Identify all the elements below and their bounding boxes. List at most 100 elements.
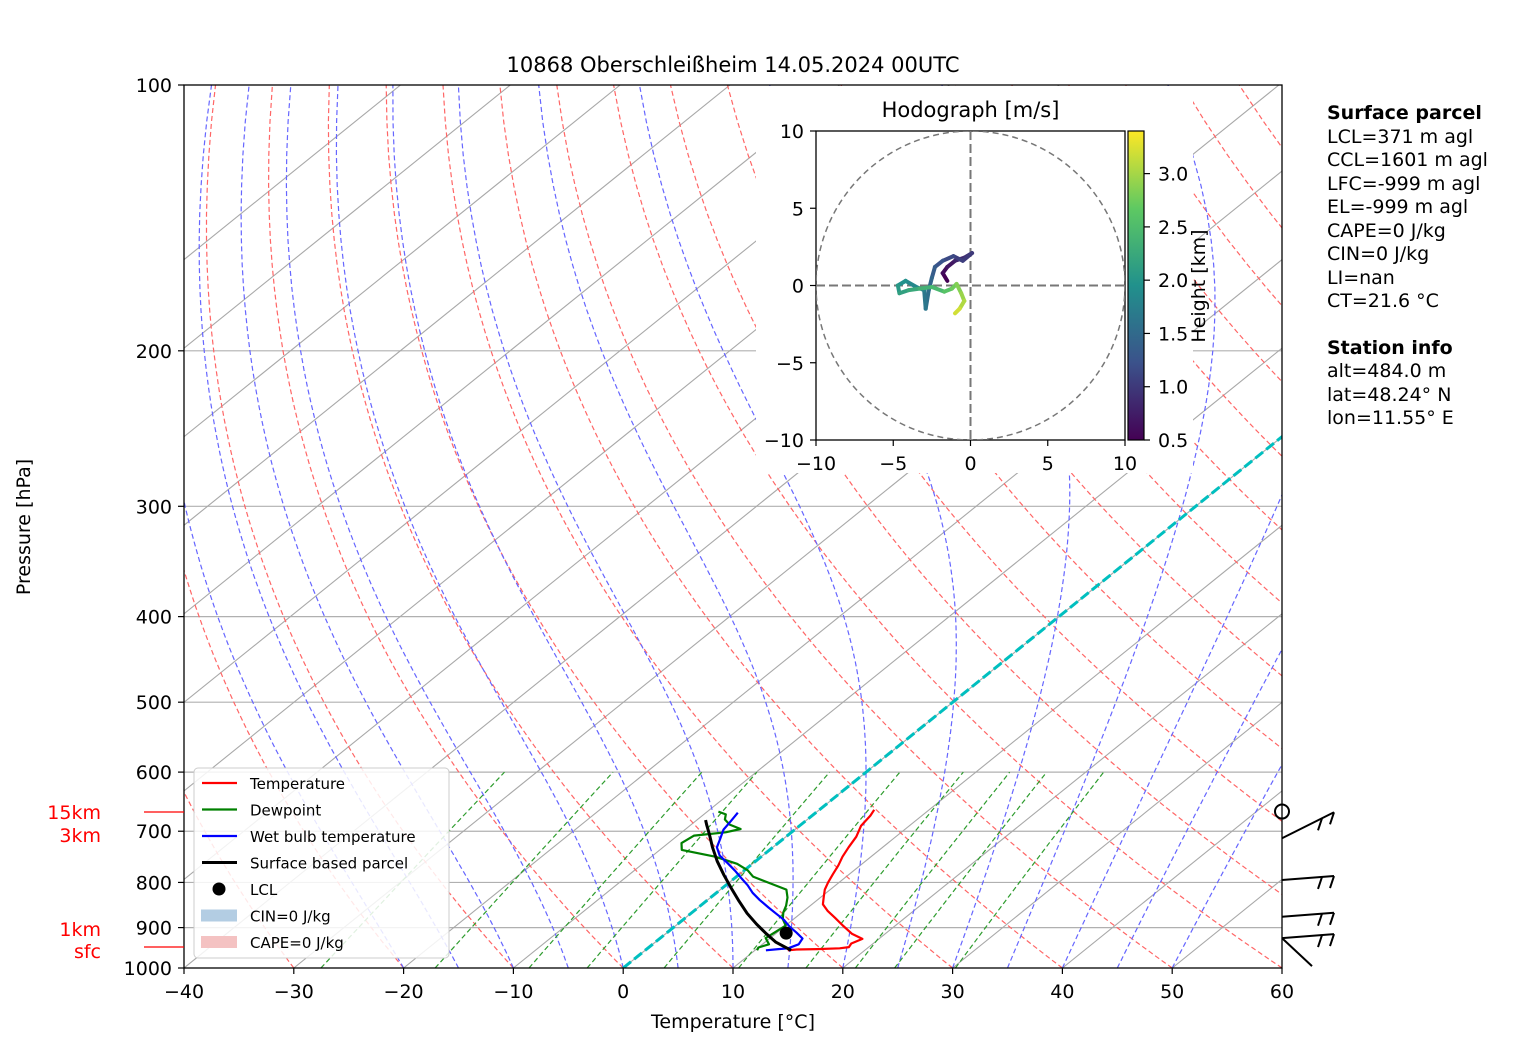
legend-label: CIN=0 J/kg — [250, 908, 331, 926]
hodograph-segment — [953, 306, 962, 316]
lcl-marker — [779, 926, 793, 940]
moist-adiabat-line — [1116, 647, 1282, 968]
dry-adiabat-line — [613, 85, 1282, 968]
x-tick-label: 40 — [1050, 981, 1074, 1003]
isotherm-line — [403, 258, 1282, 968]
hodograph-y-tick-label: 10 — [780, 121, 804, 143]
station-info-lon: lon=11.55° E — [1327, 407, 1454, 429]
legend-label: LCL — [250, 881, 278, 899]
y-tick-label: 400 — [136, 607, 172, 629]
dry-adiabat-line — [205, 85, 514, 968]
hodograph-y-tick-label: 0 — [792, 276, 804, 298]
height-label: 3km — [59, 825, 101, 847]
y-tick-label: 600 — [136, 762, 172, 784]
x-tick-label: −20 — [384, 981, 424, 1003]
moist-adiabat-line — [1061, 493, 1282, 968]
moist-adiabat-line — [335, 85, 624, 968]
x-tick-label: −40 — [164, 981, 204, 1003]
x-axis-label: Temperature [°C] — [650, 1011, 815, 1033]
legend-label: Wet bulb temperature — [250, 828, 416, 846]
y-tick-label: 100 — [136, 75, 172, 97]
mixing-ratio-line — [805, 771, 964, 968]
surface-parcel-cin: CIN=0 J/kg — [1327, 243, 1430, 265]
legend-label: Dewpoint — [250, 802, 321, 820]
hodograph-y-tick-label: −10 — [764, 430, 804, 452]
surface-parcel-header: Surface parcel — [1327, 102, 1482, 124]
wind-barb — [1281, 875, 1335, 890]
colorbar-tick-label: 1.5 — [1158, 323, 1188, 345]
series-temperature — [787, 809, 876, 952]
x-tick-label: 0 — [617, 981, 629, 1003]
hodograph-segment — [960, 251, 975, 263]
dry-adiabat-line — [556, 85, 1173, 968]
wind-barb — [1281, 811, 1335, 840]
surface-parcel-cape: CAPE=0 J/kg — [1327, 219, 1446, 242]
hodograph-segment — [903, 278, 919, 290]
surface-parcel-lfc: LFC=-999 m agl — [1327, 172, 1481, 195]
mixing-ratio-line — [894, 771, 1048, 968]
mixing-ratio-line — [854, 771, 1011, 968]
isotherm-line — [1062, 790, 1282, 968]
isotherm-line — [513, 347, 1282, 968]
hodograph-y-tick-label: −5 — [776, 353, 804, 375]
wind-barb — [1281, 933, 1335, 948]
hodograph-frame — [815, 130, 1126, 441]
moist-adiabat-line — [198, 85, 460, 968]
y-tick-label: 200 — [136, 341, 172, 363]
colorbar-label: Height [km] — [1188, 229, 1210, 342]
y-tick-label: 1000 — [124, 958, 172, 980]
colorbar-tick-label: 3.0 — [1158, 164, 1188, 186]
hodograph-y-tick-label: 5 — [792, 198, 804, 220]
isotherm-line — [293, 170, 1282, 968]
wind-barb — [1281, 911, 1335, 927]
hodograph-segment — [929, 285, 947, 294]
isotherm-line — [952, 701, 1282, 968]
mixing-ratio-line — [586, 771, 758, 968]
height-label: 1km — [59, 919, 101, 941]
isotherm-line — [842, 613, 1282, 968]
series-wet-bulb-temperature — [715, 811, 804, 952]
hodograph-x-tick-label: 10 — [1113, 453, 1137, 475]
colorbar-tick-label: 0.5 — [1158, 430, 1188, 452]
hodograph-x-tick-label: −5 — [879, 453, 907, 475]
x-tick-label: 10 — [721, 981, 745, 1003]
isotherm-line — [184, 85, 731, 526]
moist-adiabat-line — [392, 85, 679, 968]
hodograph-title: Hodograph [m/s] — [882, 98, 1060, 122]
hodograph-segment — [917, 285, 934, 291]
hodograph-x-tick-label: 5 — [1042, 453, 1054, 475]
hodograph-x-tick-label: −10 — [796, 453, 836, 475]
x-tick-label: 30 — [941, 981, 965, 1003]
y-tick-label: 700 — [136, 821, 172, 843]
surface-parcel-lcl: LCL=371 m agl — [1327, 125, 1474, 148]
legend-label: Surface based parcel — [250, 855, 408, 873]
dry-adiabat-line — [385, 85, 844, 968]
x-tick-label: 50 — [1160, 981, 1184, 1003]
legend-box — [193, 767, 450, 959]
zero-isotherm-line — [622, 434, 1282, 968]
moist-adiabat-line — [1006, 85, 1216, 968]
mixing-ratio-line — [663, 771, 831, 968]
station-info-header: Station info — [1327, 336, 1453, 359]
mixing-ratio-line — [434, 771, 614, 968]
mixing-ratio-line — [954, 771, 1105, 968]
dry-adiabat-line — [442, 85, 953, 968]
y-tick-label: 300 — [136, 496, 172, 518]
hodograph-segment — [922, 288, 928, 311]
hodograph-x-tick-label: 0 — [964, 453, 976, 475]
surface-parcel-ct: CT=21.6 °C — [1327, 290, 1439, 312]
mixing-ratio-line — [528, 771, 703, 968]
station-info-lat: lat=48.24° N — [1327, 383, 1452, 406]
info-panel: Surface parcel LCL=371 m agl CCL=1601 m … — [1327, 102, 1488, 431]
x-tick-label: 60 — [1270, 981, 1294, 1003]
legend-patch — [201, 909, 237, 922]
station-info-alt: alt=484.0 m — [1327, 360, 1447, 382]
dry-adiabat-line — [267, 85, 624, 968]
legend-label: Temperature — [249, 775, 345, 793]
wind-barb-surface — [1281, 937, 1313, 967]
dry-adiabat-line — [1011, 85, 1282, 458]
legend-label: CAPE=0 J/kg — [250, 934, 344, 952]
mixing-ratio-line — [738, 771, 901, 968]
y-tick-label: 500 — [136, 692, 172, 714]
